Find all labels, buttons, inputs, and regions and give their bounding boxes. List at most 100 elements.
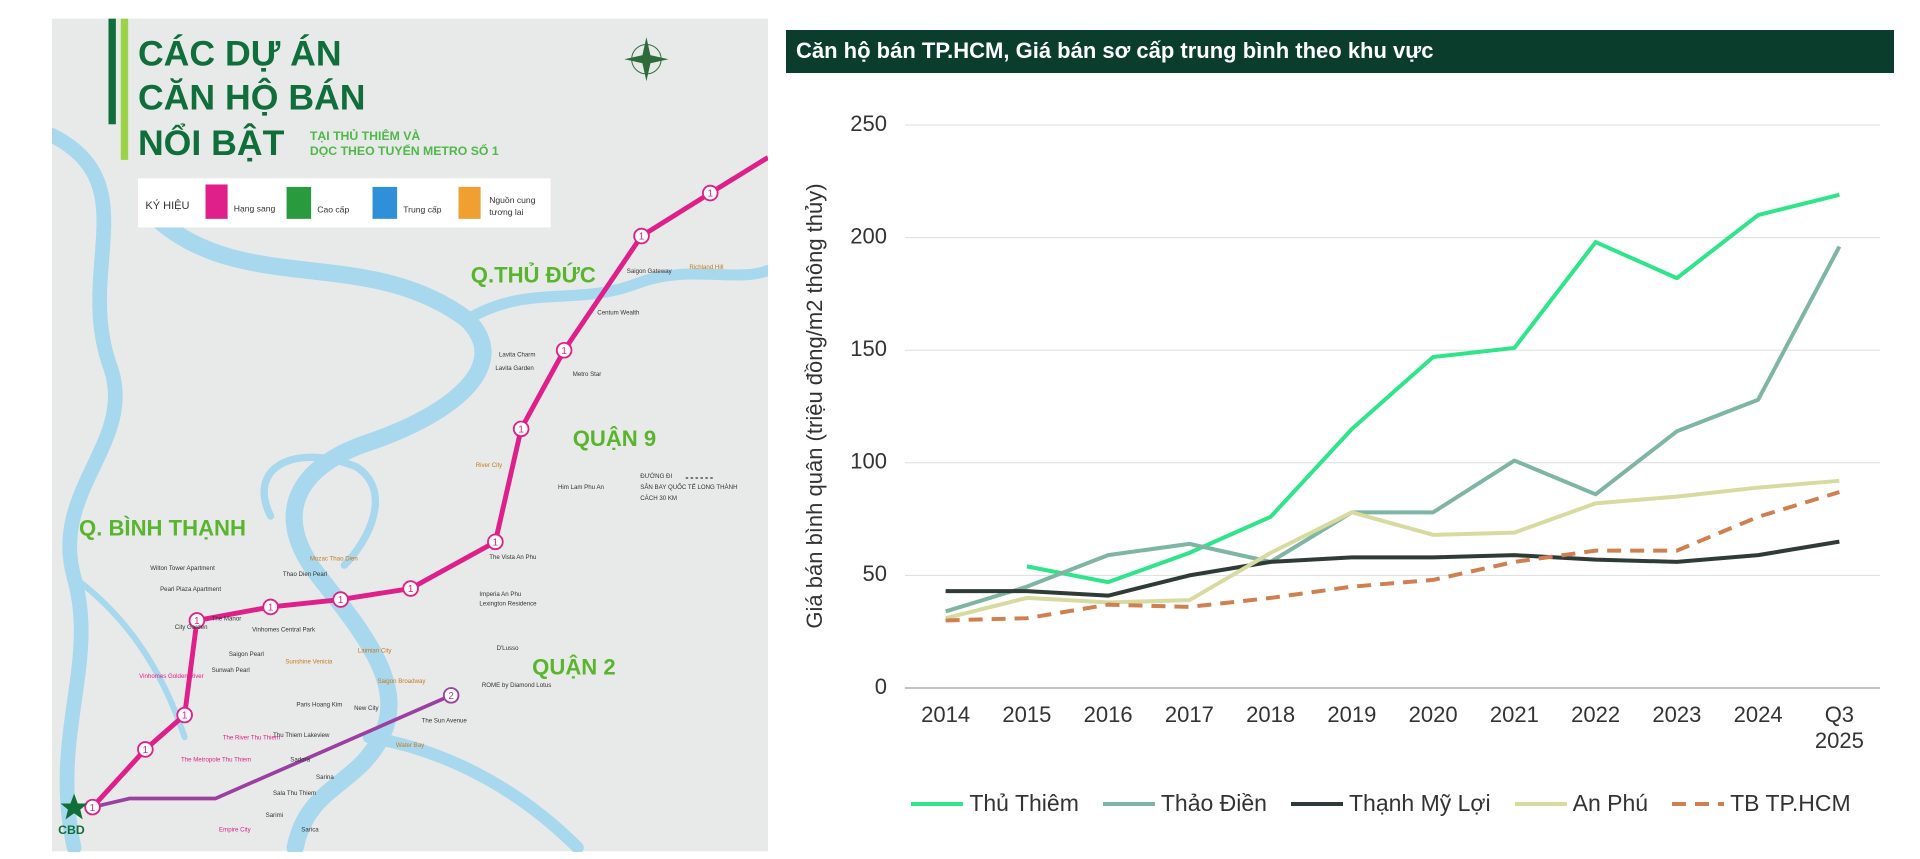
y-axis-label: Giá bán bình quân (triệu đồng/m2 thông t…: [802, 183, 827, 628]
legend: Thủ Thiêm Thảo Điền Thạnh Mỹ Lợi An Phú TB T…: [880, 790, 1880, 817]
project: Him Lam Phu An: [558, 484, 605, 491]
legend-item: tương lai: [489, 207, 523, 217]
legend-item: Hạng sang: [234, 203, 276, 213]
x-tick-label: 2024: [1733, 702, 1783, 727]
x-tick-label: 2018: [1246, 702, 1296, 727]
project: Metro Star: [573, 371, 602, 378]
project: Lavita Garden: [495, 365, 534, 372]
project: Thao Dien Pearl: [283, 571, 327, 578]
station: [487, 533, 504, 551]
station-label: 1: [561, 346, 566, 357]
x-tick-label: 2019: [1327, 702, 1377, 727]
station-label: 1: [639, 232, 644, 243]
legend-swatch: [1672, 801, 1725, 806]
project: Richland Hill: [689, 264, 723, 271]
map-legend: KÝ HIỆU Hạng sang Cao cấp Trung cấp Nguồ…: [137, 178, 551, 228]
station: [84, 798, 101, 816]
station-label: 1: [708, 189, 713, 200]
project: Lexington Residence: [479, 601, 537, 608]
x-tick-label: 2016: [1083, 702, 1133, 727]
x-tick-label: 2015: [1002, 702, 1052, 727]
legend-swatch: [1514, 801, 1567, 806]
project: The Vista An Phu: [489, 554, 536, 561]
icon: [205, 184, 228, 219]
x-tick-label: 2014: [921, 702, 971, 727]
project: Lavita Charm: [499, 351, 535, 358]
legend-item: Cao cấp: [317, 205, 349, 215]
station-label: 1: [143, 745, 148, 756]
station-label: 1: [493, 538, 498, 549]
y-tick-label: 0: [875, 674, 887, 699]
project: Imperia An Phu: [479, 591, 521, 598]
legend-label: Thảo Điền: [1160, 790, 1267, 816]
legend-label: An Phú: [1572, 790, 1649, 816]
station: [176, 706, 193, 724]
cbd-star: [60, 793, 88, 820]
series-line: [945, 539, 1840, 598]
metro-line-2: [92, 693, 452, 809]
x-tick-label: 2023: [1652, 702, 1702, 727]
legend-swatch: [1290, 801, 1343, 806]
x-tick-label: Q3 2025: [1814, 702, 1864, 753]
station: [555, 341, 573, 359]
chart: Căn hộ bán TP.HCM, Giá bán sơ cấp trung …: [786, 30, 1894, 699]
y-tick-label: 100: [850, 449, 887, 474]
station: [633, 227, 650, 245]
legend-swatch: [1102, 801, 1155, 806]
station: [402, 580, 419, 597]
legend-item: Thủ Thiêm: [909, 790, 1079, 817]
station: [332, 591, 349, 608]
legend-item: Nguồn cung: [489, 195, 535, 205]
station: [701, 184, 719, 202]
project: The Manor: [212, 615, 242, 622]
legend-swatch: [911, 801, 964, 806]
legend-item: Thạnh Mỹ Lợi: [1289, 790, 1491, 817]
district-label: Q.THỦ ĐỨC: [471, 263, 596, 288]
station-label: 1: [408, 584, 413, 595]
legend-label: TB TP.HCM: [1730, 790, 1851, 816]
y-tick-label: 150: [850, 336, 887, 361]
icon: [372, 186, 398, 219]
project: Wilton Tower Apartment: [150, 565, 215, 572]
station-label: 2: [448, 691, 453, 702]
station-label: 1: [518, 425, 523, 436]
title-bar: [786, 30, 1894, 73]
station-label: 1: [182, 711, 187, 722]
legend-label: KÝ HIỆU: [145, 199, 189, 212]
station-label: 1: [268, 603, 273, 614]
legend-label: Thủ Thiêm: [969, 790, 1079, 816]
chart-title: Căn hộ bán TP.HCM, Giá bán sơ cấp trung …: [796, 38, 1433, 63]
map: CÁC DỰ ÁN CĂN HỘ BÁN NỔI BẬT TẠI THỦ THI…: [52, 18, 768, 852]
project: Vinhomes Golden River: [139, 673, 204, 680]
project: Saigon Pearl: [229, 651, 264, 658]
station: [137, 741, 154, 758]
station-label: 1: [338, 595, 343, 606]
legend-item: Trung cấp: [403, 205, 442, 215]
project: Saigon Gateway: [627, 268, 673, 275]
station: [442, 687, 460, 704]
project: New City: [354, 705, 379, 712]
x-tick-label: 2020: [1408, 702, 1458, 727]
project: Centum Wealth: [597, 310, 640, 317]
project: Sunwah Pearl: [212, 667, 250, 674]
project: Sadora: [290, 757, 310, 764]
subtitle: DỌC THEO TUYẾN METRO SỐ 1: [310, 143, 499, 158]
icon: [286, 186, 312, 219]
project: The Sun Avenue: [422, 717, 468, 724]
y-tick-label: 200: [850, 223, 887, 248]
airport-note: ĐƯỜNG ĐI: [640, 473, 672, 480]
project: D'Lusso: [497, 645, 520, 652]
series-line: [945, 245, 1842, 614]
rivers: [52, 127, 768, 852]
title-bar: [120, 18, 129, 160]
legend-item: TB TP.HCM: [1670, 790, 1851, 817]
legend-label: Thạnh Mỹ Lợi: [1348, 790, 1491, 816]
x-tick-label: 2021: [1489, 702, 1539, 727]
project: Mozac Thao Dien: [310, 555, 358, 562]
project: Laimian City: [358, 647, 393, 654]
district-label: QUẬN 2: [532, 654, 615, 679]
project: The Metropole Thu Thiem: [181, 757, 251, 764]
y-tick-label: 250: [850, 111, 887, 136]
title-line: NỔI BẬT: [138, 123, 285, 163]
